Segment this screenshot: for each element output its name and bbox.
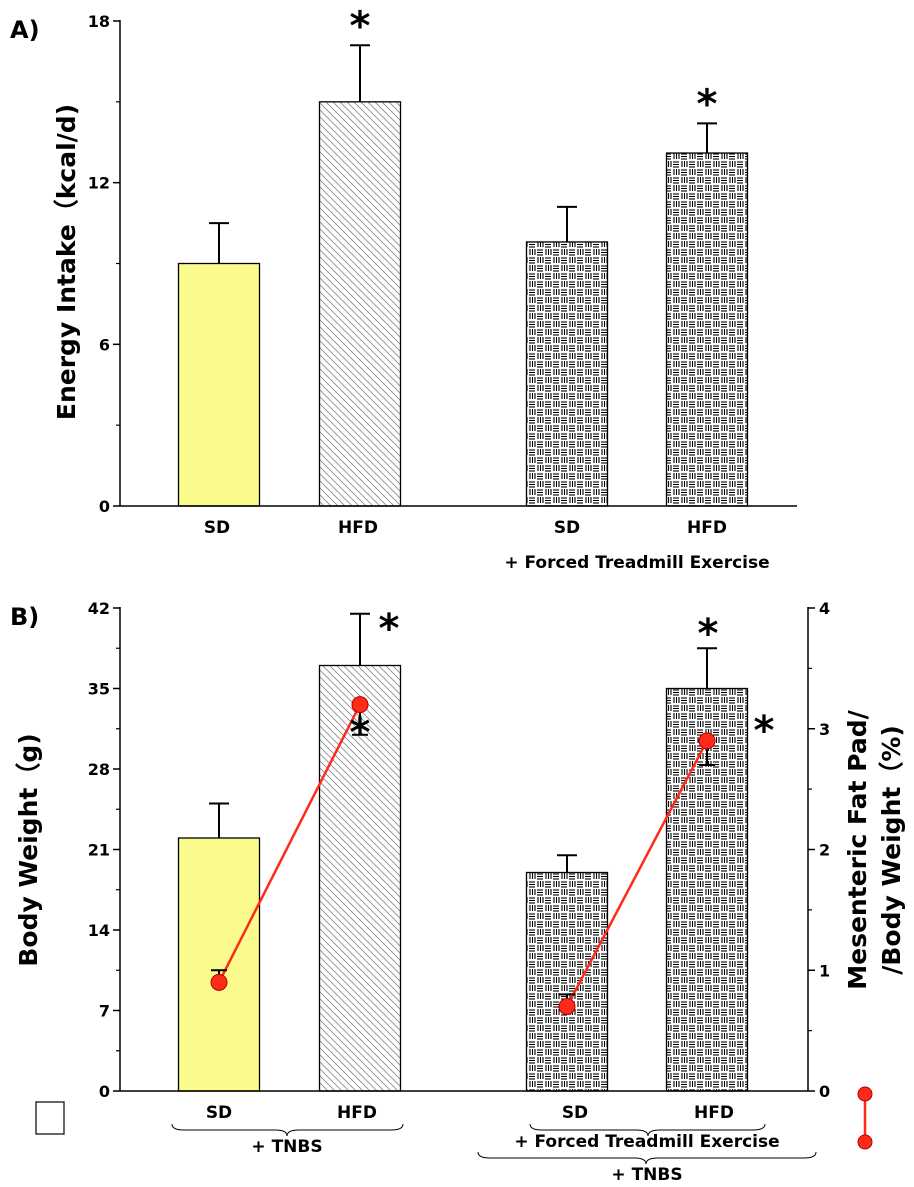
fat-pad-point xyxy=(210,973,228,991)
panel-b-y-tick-label: 21 xyxy=(88,841,110,860)
panel-b-bar xyxy=(525,871,609,1092)
fat-pad-point xyxy=(698,732,716,750)
panel-a-x-tick-label: SD xyxy=(554,518,580,538)
panel-b-brace-tnbs xyxy=(171,1123,404,1137)
panel-b-y2-tick-label: 4 xyxy=(819,599,830,618)
fat-pad-significance-star: * xyxy=(350,710,371,756)
panel-a-bar xyxy=(665,152,749,507)
panel-b-group-label-tnbs-2: + TNBS xyxy=(611,1165,682,1185)
panel-b-y2-axis-label-line2: /Body Weight（%) xyxy=(877,725,906,975)
panel-b-y2-tick-label: 3 xyxy=(819,720,830,739)
fat-pad-significance-star: * xyxy=(754,708,775,754)
panel-a-bar xyxy=(318,101,402,507)
panel-b-y-tick-label: 28 xyxy=(88,760,110,779)
panel-b-significance-star: * xyxy=(698,611,719,657)
panel-a-bar xyxy=(177,262,261,507)
panel-b-y2-ticks: 0 1 2 3 4 xyxy=(808,599,830,1101)
panel-b-y-axis-label: Body Weight（g) xyxy=(14,733,43,966)
panel-a-y-ticks: 0 6 12 18 xyxy=(88,12,120,516)
fat-pad-point xyxy=(558,997,576,1015)
panel-b-y-tick-label: 7 xyxy=(99,1002,110,1021)
panel-a-bar xyxy=(525,241,609,507)
panel-a-y-tick-label: 6 xyxy=(99,335,110,354)
panel-b-x-tick-label: HFD xyxy=(694,1103,734,1123)
panel-b-y-tick-label: 42 xyxy=(88,599,110,618)
panel-b-y-tick-label: 14 xyxy=(88,921,110,940)
panel-a-bars: ** xyxy=(177,3,749,507)
panel-a-group-label: + Forced Treadmill Exercise xyxy=(504,553,769,573)
fat-pad-point xyxy=(351,696,369,714)
panel-b-group-label-exercise: + Forced Treadmill Exercise xyxy=(514,1132,779,1152)
panel-a-significance-star: * xyxy=(697,81,718,127)
panel-a-y-tick-label: 18 xyxy=(88,12,110,31)
legend-bar-swatch xyxy=(35,1101,65,1135)
panel-b-y2-tick-label: 1 xyxy=(819,961,830,980)
panel-b-x-ticks: SD HFD SD HFD xyxy=(206,1103,734,1123)
panel-b-x-tick-label: SD xyxy=(206,1103,232,1123)
panel-b-significance-star: * xyxy=(379,606,400,652)
panel-a-y-axis-label: Energy Intake（kcal/d) xyxy=(52,104,81,420)
panel-a-y-tick-label: 12 xyxy=(88,174,110,193)
panel-a-x-tick-label: SD xyxy=(204,518,230,538)
panel-b-y2-tick-label: 0 xyxy=(819,1082,830,1101)
panel-b-bar xyxy=(177,837,261,1092)
panel-b-y2-axis-label-line1: Mesenteric Fat Pad/ xyxy=(843,709,872,989)
panel-a-x-tick-label: HFD xyxy=(338,518,378,538)
panel-b-x-tick-label: SD xyxy=(562,1103,588,1123)
panel-b-x-tick-label: HFD xyxy=(337,1103,377,1123)
panel-b-bars: * * xyxy=(177,606,749,1092)
panel-a-significance-star: * xyxy=(350,3,371,49)
panel-b-group-label-tnbs: + TNBS xyxy=(251,1137,322,1157)
panel-b-fat-pad-series: * * xyxy=(210,696,775,1015)
panel-b-y-tick-label: 35 xyxy=(88,680,110,699)
panel-b-brace-tnbs-2 xyxy=(477,1151,817,1165)
fat-pad-line-segment xyxy=(565,740,709,1008)
panel-b-y-ticks: 0 7 14 21 28 35 42 xyxy=(88,599,120,1101)
panel-a-label: A) xyxy=(10,16,40,44)
panel-b-y-tick-label: 0 xyxy=(99,1082,110,1101)
fat-pad-line-segment xyxy=(217,704,362,983)
legend-line-marker xyxy=(857,1086,873,1102)
panel-a-x-ticks: SD HFD SD HFD + Forced Treadmill Exercis… xyxy=(204,518,770,573)
panel-b-y2-tick-label: 2 xyxy=(819,841,830,860)
panel-a-x-tick-label: HFD xyxy=(687,518,727,538)
panel-b: B) Body Weight（g) Mesenteric Fat Pad/ /B… xyxy=(10,599,906,1185)
panel-b-brace-exercise xyxy=(529,1123,766,1137)
legend-line-marker xyxy=(857,1134,873,1150)
panel-a-y-tick-label: 0 xyxy=(99,497,110,516)
panel-b-label: B) xyxy=(10,603,39,631)
